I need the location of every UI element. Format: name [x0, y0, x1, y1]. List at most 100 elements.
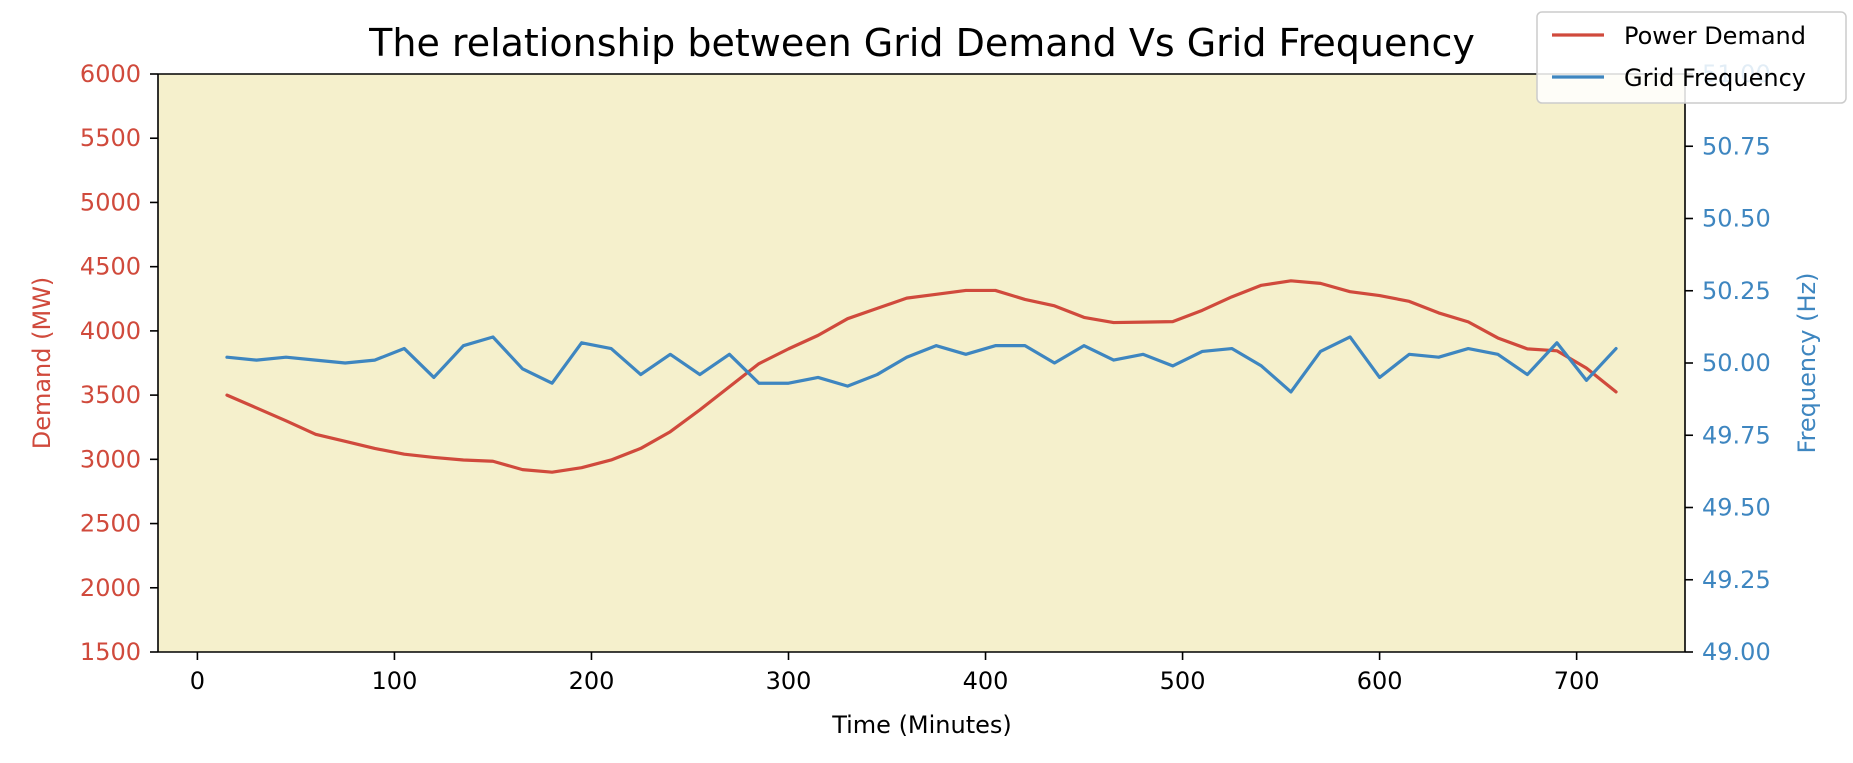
- data-point-grid-frequency: [226, 356, 228, 358]
- data-point-power-demand: [817, 335, 819, 337]
- legend-label-power-demand: Power Demand: [1624, 22, 1806, 50]
- legend: Power Demand Grid Frequency: [1536, 11, 1847, 104]
- data-point-grid-frequency: [1261, 365, 1263, 367]
- data-point-grid-frequency: [729, 354, 731, 356]
- data-point-power-demand: [1408, 301, 1410, 303]
- data-point-power-demand: [551, 471, 553, 473]
- data-point-power-demand: [1349, 291, 1351, 293]
- right-y-tick-label: 49.50: [1702, 494, 1771, 522]
- data-point-power-demand: [1290, 280, 1292, 282]
- data-point-power-demand: [876, 308, 878, 310]
- data-point-grid-frequency: [1290, 391, 1292, 393]
- data-point-power-demand: [285, 420, 287, 422]
- data-point-grid-frequency: [433, 377, 435, 379]
- data-point-power-demand: [1142, 321, 1144, 323]
- data-point-power-demand: [610, 459, 612, 461]
- data-point-power-demand: [1438, 312, 1440, 314]
- data-point-power-demand: [1201, 310, 1203, 312]
- data-point-power-demand: [403, 453, 405, 455]
- data-point-power-demand: [433, 457, 435, 459]
- x-tick-label: 600: [1357, 667, 1403, 695]
- x-tick-label: 700: [1554, 667, 1600, 695]
- data-point-grid-frequency: [1586, 380, 1588, 382]
- left-y-tick-label: 4000: [80, 317, 141, 345]
- data-point-power-demand: [935, 293, 937, 295]
- series-line-power-demand: [225, 279, 1618, 474]
- data-point-grid-frequency: [374, 359, 376, 361]
- right-y-tick-label: 49.25: [1702, 566, 1771, 594]
- right-y-tick-label: 50.75: [1702, 132, 1771, 160]
- data-point-power-demand: [256, 407, 258, 409]
- data-point-grid-frequency: [1024, 345, 1026, 347]
- data-point-grid-frequency: [1438, 356, 1440, 358]
- data-point-grid-frequency: [492, 336, 494, 338]
- data-point-grid-frequency: [285, 356, 287, 358]
- data-point-power-demand: [522, 469, 524, 471]
- data-point-grid-frequency: [1527, 374, 1529, 376]
- data-point-power-demand: [1024, 299, 1026, 301]
- left-y-tick-label: 3500: [80, 381, 141, 409]
- right-y-tick-label: 50.50: [1702, 205, 1771, 233]
- data-point-grid-frequency: [758, 382, 760, 384]
- data-point-grid-frequency: [463, 345, 465, 347]
- data-point-grid-frequency: [1083, 345, 1085, 347]
- ticks-layer: 0 100 200 300 400 500 600 700 1500 2000 2500 3000 35…: [80, 60, 1771, 695]
- data-point-power-demand: [226, 394, 228, 396]
- data-point-grid-frequency: [1142, 354, 1144, 356]
- data-point-grid-frequency: [1497, 354, 1499, 356]
- data-point-power-demand: [995, 290, 997, 292]
- data-point-power-demand: [640, 448, 642, 450]
- x-tick-label: 200: [569, 667, 615, 695]
- data-point-power-demand: [1261, 284, 1263, 286]
- left-y-tick-label: 6000: [80, 60, 141, 88]
- data-point-power-demand: [344, 441, 346, 443]
- data-point-power-demand: [1586, 367, 1588, 369]
- legend-box: [1536, 11, 1847, 104]
- data-point-power-demand: [1113, 322, 1115, 324]
- data-point-power-demand: [315, 433, 317, 435]
- data-point-grid-frequency: [1349, 336, 1351, 338]
- x-axis-title: Time (Minutes): [831, 711, 1012, 739]
- data-point-power-demand: [729, 386, 731, 388]
- data-point-power-demand: [1231, 296, 1233, 298]
- data-point-grid-frequency: [935, 345, 937, 347]
- x-tick-label: 300: [766, 667, 812, 695]
- data-point-power-demand: [758, 363, 760, 365]
- data-point-power-demand: [1379, 295, 1381, 297]
- data-point-power-demand: [1083, 317, 1085, 319]
- data-point-power-demand: [463, 459, 465, 461]
- data-point-grid-frequency: [315, 359, 317, 361]
- left-axis-title: Demand (MW): [28, 277, 56, 450]
- data-point-power-demand: [1320, 283, 1322, 285]
- left-y-tick-label: 5000: [80, 188, 141, 216]
- data-point-power-demand: [1615, 391, 1617, 393]
- data-point-power-demand: [847, 318, 849, 320]
- data-point-grid-frequency: [995, 345, 997, 347]
- data-point-grid-frequency: [1408, 354, 1410, 356]
- data-point-power-demand: [492, 460, 494, 462]
- x-tick-label: 400: [963, 667, 1009, 695]
- data-point-grid-frequency: [640, 374, 642, 376]
- data-point-grid-frequency: [847, 385, 849, 387]
- data-point-power-demand: [581, 467, 583, 469]
- data-point-power-demand: [1497, 337, 1499, 339]
- right-axis-title: Frequency (Hz): [1793, 273, 1821, 454]
- data-point-power-demand: [1556, 350, 1558, 352]
- data-point-grid-frequency: [344, 362, 346, 364]
- data-point-power-demand: [1054, 305, 1056, 307]
- data-point-grid-frequency: [551, 382, 553, 384]
- chart-title: The relationship between Grid Demand Vs …: [368, 21, 1475, 65]
- data-point-power-demand: [965, 290, 967, 292]
- data-point-grid-frequency: [1467, 348, 1469, 350]
- data-point-grid-frequency: [965, 354, 967, 356]
- data-point-grid-frequency: [1113, 359, 1115, 361]
- right-y-tick-label: 50.00: [1702, 349, 1771, 377]
- data-point-grid-frequency: [1556, 342, 1558, 344]
- data-point-grid-frequency: [1172, 365, 1174, 367]
- data-point-grid-frequency: [788, 382, 790, 384]
- axes-layer: [157, 73, 1686, 653]
- data-point-grid-frequency: [876, 374, 878, 376]
- x-tick-label: 500: [1160, 667, 1206, 695]
- left-y-tick-label: 2000: [80, 574, 141, 602]
